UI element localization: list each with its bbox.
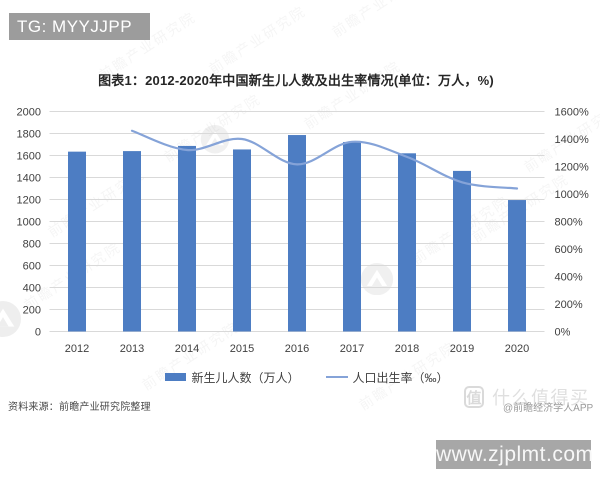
tg-badge: TG: MYYJJPP [9,13,150,40]
bar-2018 [398,153,416,332]
smzdm-logo-icon: 值 [464,386,484,408]
left-axis-tick-label: 0 [35,327,41,339]
bar-2019 [453,170,471,332]
x-axis-tick-label: 2018 [395,343,419,355]
x-axis-tick-label: 2019 [450,343,474,355]
chart-title: 图表1：2012-2020年中国新生儿人数及出生率情况(单位：万人，%) [98,73,494,88]
url-badge: www.zjplmt.com [436,440,593,469]
left-axis-tick-label: 2000 [17,107,41,119]
right-axis-tick-label: 1000% [555,189,589,201]
left-axis-tick-label: 800 [23,239,41,251]
right-axis-tick-label: 1200% [555,162,589,174]
right-axis-tick-label: 200% [555,299,583,311]
bar-2012 [68,151,86,332]
left-axis-tick-label: 1200 [17,195,41,207]
left-axis-tick-label: 1400 [17,173,41,185]
x-axis-tick-label: 2015 [230,343,254,355]
right-axis-tick-label: 1600% [555,107,589,119]
bar-2015 [233,149,251,332]
right-axis-tick-label: 400% [555,272,583,284]
bar-2013 [123,151,141,332]
left-axis-tick-label: 1000 [17,217,41,229]
left-axis-tick-label: 200 [23,305,41,317]
right-axis-tick-label: 1400% [555,134,589,146]
legend-bar-label: 新生儿人数（万人） [191,370,300,385]
smzdm-watermark: 值 什么值得买 [464,384,590,410]
bar-2017 [343,141,361,332]
right-axis-tick-label: 0% [555,327,571,339]
x-axis-tick-label: 2014 [175,343,199,355]
x-axis-tick-label: 2012 [65,343,89,355]
smzdm-watermark-text: 什么值得买 [492,388,590,408]
x-axis-tick-label: 2013 [120,343,144,355]
right-axis-tick-label: 600% [555,244,583,256]
left-axis-tick-label: 1600 [17,151,41,163]
legend-bar-swatch [165,373,187,381]
left-axis-tick-label: 600 [23,261,41,273]
x-axis-tick-label: 2016 [285,343,309,355]
x-axis-tick-label: 2017 [340,343,364,355]
right-axis-tick-label: 800% [555,217,583,229]
legend-line-label: 人口出生率（‰） [352,370,449,385]
bar-2016 [288,135,306,332]
line-series [130,129,519,190]
qianzhan-credit: @前瞻经济学人APP [503,403,594,414]
qianzhan-logo-watermark [0,301,21,337]
bar-2014 [178,145,196,332]
chart-legend: 新生儿人数（万人） 人口出生率（‰） [14,369,600,385]
left-axis-tick-label: 400 [23,283,41,295]
x-axis-tick-label: 2020 [505,343,529,355]
source-note: 资料来源：前瞻产业研究院整理 [8,402,151,413]
bar-2020 [508,200,526,332]
left-axis-tick-label: 1800 [17,129,41,141]
legend-line-swatch [325,376,348,378]
